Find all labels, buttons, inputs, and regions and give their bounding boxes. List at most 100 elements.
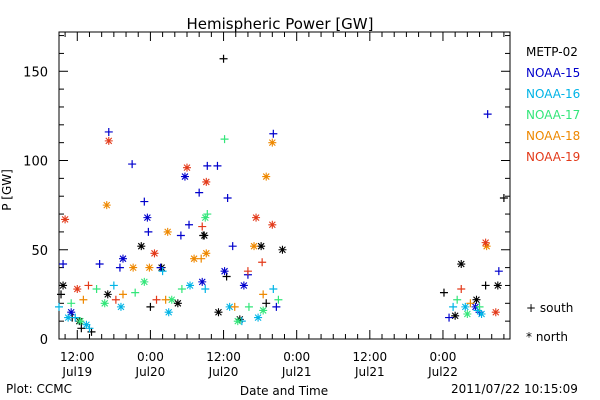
point-south [228, 242, 237, 251]
point-north [239, 281, 248, 290]
x-tick-label: 0:00 [429, 350, 456, 364]
point-south [220, 135, 229, 144]
point-north [64, 313, 73, 322]
point-south [272, 302, 281, 311]
point-south [115, 263, 124, 272]
point-south [198, 222, 207, 231]
chart-title: Hemispheric Power [GW] [187, 15, 374, 33]
x-tick-label: 12:00 [60, 350, 95, 364]
point-south [104, 127, 113, 136]
y-tick-label: 100 [23, 155, 48, 170]
point-north [100, 299, 109, 308]
point-south [244, 302, 253, 311]
point-south [67, 299, 76, 308]
point-north [257, 242, 266, 251]
point-north [491, 308, 500, 317]
legend-symbol: + south [526, 301, 573, 315]
point-south [219, 54, 228, 63]
point-north [481, 238, 490, 247]
point-north [201, 213, 210, 222]
point-south [445, 313, 454, 322]
point-south [161, 295, 170, 304]
point-south [262, 299, 271, 308]
point-north [116, 302, 125, 311]
x-tick-label: 12:00 [206, 350, 241, 364]
point-north [233, 317, 242, 326]
point-south [230, 302, 239, 311]
y-axis-label: P [GW] [0, 169, 14, 211]
legend: METP-02 NOAA-15 NOAA-16 NOAA-17 NOAA-18 NOAA-… [526, 45, 580, 344]
point-north [173, 299, 182, 308]
point-south [258, 258, 267, 267]
x-tick-date: Jul20 [208, 365, 239, 379]
legend-entry: NOAA-18 [526, 129, 580, 143]
y-tick-label: 0 [40, 333, 48, 348]
point-south [269, 129, 278, 138]
point-south [79, 295, 88, 304]
point-north [252, 213, 261, 222]
point-south [223, 193, 232, 202]
point-north [477, 310, 486, 319]
point-south [158, 267, 167, 276]
point-north [225, 302, 234, 311]
point-south [128, 160, 137, 169]
point-south [185, 220, 194, 229]
point-south [144, 227, 153, 236]
point-north [482, 242, 491, 251]
point-north [180, 172, 189, 181]
point-north [268, 138, 277, 147]
x-tick-date: Jul21 [281, 365, 312, 379]
point-north [182, 163, 191, 172]
point-north [262, 172, 271, 181]
point-south [59, 260, 68, 269]
point-south [203, 210, 212, 219]
point-south [466, 299, 475, 308]
data-points [55, 54, 508, 336]
point-south [259, 290, 268, 299]
point-south [269, 285, 278, 294]
point-south [95, 260, 104, 269]
point-south [473, 306, 482, 315]
x-tick-date: Jul21 [354, 365, 385, 379]
point-north [67, 308, 76, 317]
point-south [213, 161, 222, 170]
y-tick-label: 150 [23, 65, 48, 80]
point-south [203, 161, 212, 170]
point-north [202, 249, 211, 258]
point-south [140, 197, 149, 206]
axis-ticks: 05010015012:00Jul190:00Jul2012:00Jul200:… [23, 32, 510, 379]
point-north [259, 306, 268, 315]
legend-entry: NOAA-17 [526, 108, 580, 122]
legend-entry: NOAA-19 [526, 150, 580, 164]
point-south [243, 267, 252, 276]
point-south [453, 295, 462, 304]
point-north [61, 215, 70, 224]
point-north [186, 281, 195, 290]
point-south [146, 302, 155, 311]
point-north [140, 277, 149, 286]
point-south [195, 188, 204, 197]
point-north [190, 254, 199, 263]
point-north [137, 242, 146, 251]
point-north [202, 177, 211, 186]
point-north [451, 311, 460, 320]
point-south [156, 263, 165, 272]
plot-credit: Plot: CCMC [6, 382, 72, 396]
point-south [197, 254, 206, 263]
point-north [129, 263, 138, 272]
x-tick-label: 0:00 [283, 350, 310, 364]
point-south [57, 290, 66, 299]
point-north [104, 136, 113, 145]
point-north [102, 201, 111, 210]
point-south [483, 110, 492, 119]
point-north [200, 231, 209, 240]
x-tick-label: 0:00 [137, 350, 164, 364]
point-south [131, 288, 140, 297]
point-north [198, 277, 207, 286]
point-south [87, 327, 96, 336]
point-south [274, 295, 283, 304]
point-north [214, 308, 223, 317]
point-south [439, 288, 448, 297]
point-south [499, 193, 508, 202]
point-north [493, 281, 502, 290]
